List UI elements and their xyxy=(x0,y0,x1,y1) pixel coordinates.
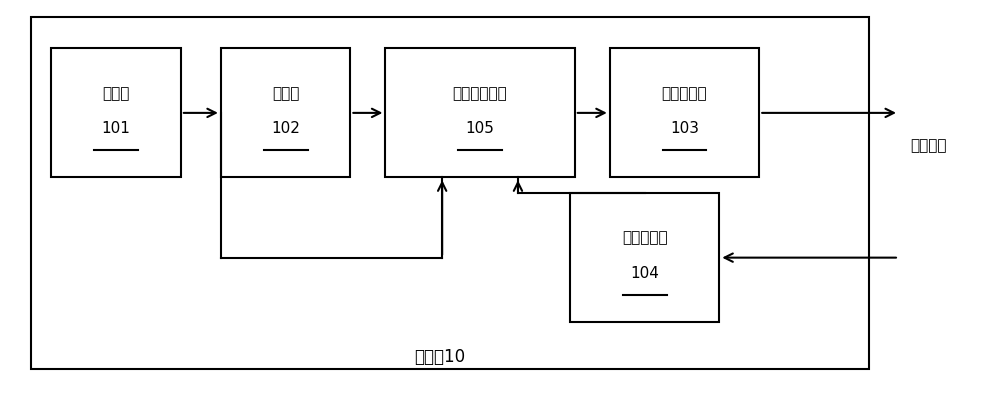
Text: 102: 102 xyxy=(271,121,300,136)
Text: 104: 104 xyxy=(630,266,659,281)
Bar xyxy=(570,193,719,322)
Text: 101: 101 xyxy=(102,121,131,136)
Text: 105: 105 xyxy=(466,121,494,136)
Bar xyxy=(221,48,350,177)
Bar xyxy=(31,17,869,369)
Bar xyxy=(610,48,759,177)
Text: 激光器: 激光器 xyxy=(272,86,299,101)
Text: 第一扩束镜: 第一扩束镜 xyxy=(662,86,707,101)
Text: 第三扩束镜: 第三扩束镜 xyxy=(622,230,667,245)
Text: 自由空间: 自由空间 xyxy=(911,139,947,154)
Text: 相位补偿单元: 相位补偿单元 xyxy=(453,86,507,101)
Text: 103: 103 xyxy=(670,121,699,136)
Bar xyxy=(51,48,181,177)
Bar xyxy=(385,48,575,177)
Text: 发送端10: 发送端10 xyxy=(415,348,466,366)
Text: 微波源: 微波源 xyxy=(102,86,130,101)
